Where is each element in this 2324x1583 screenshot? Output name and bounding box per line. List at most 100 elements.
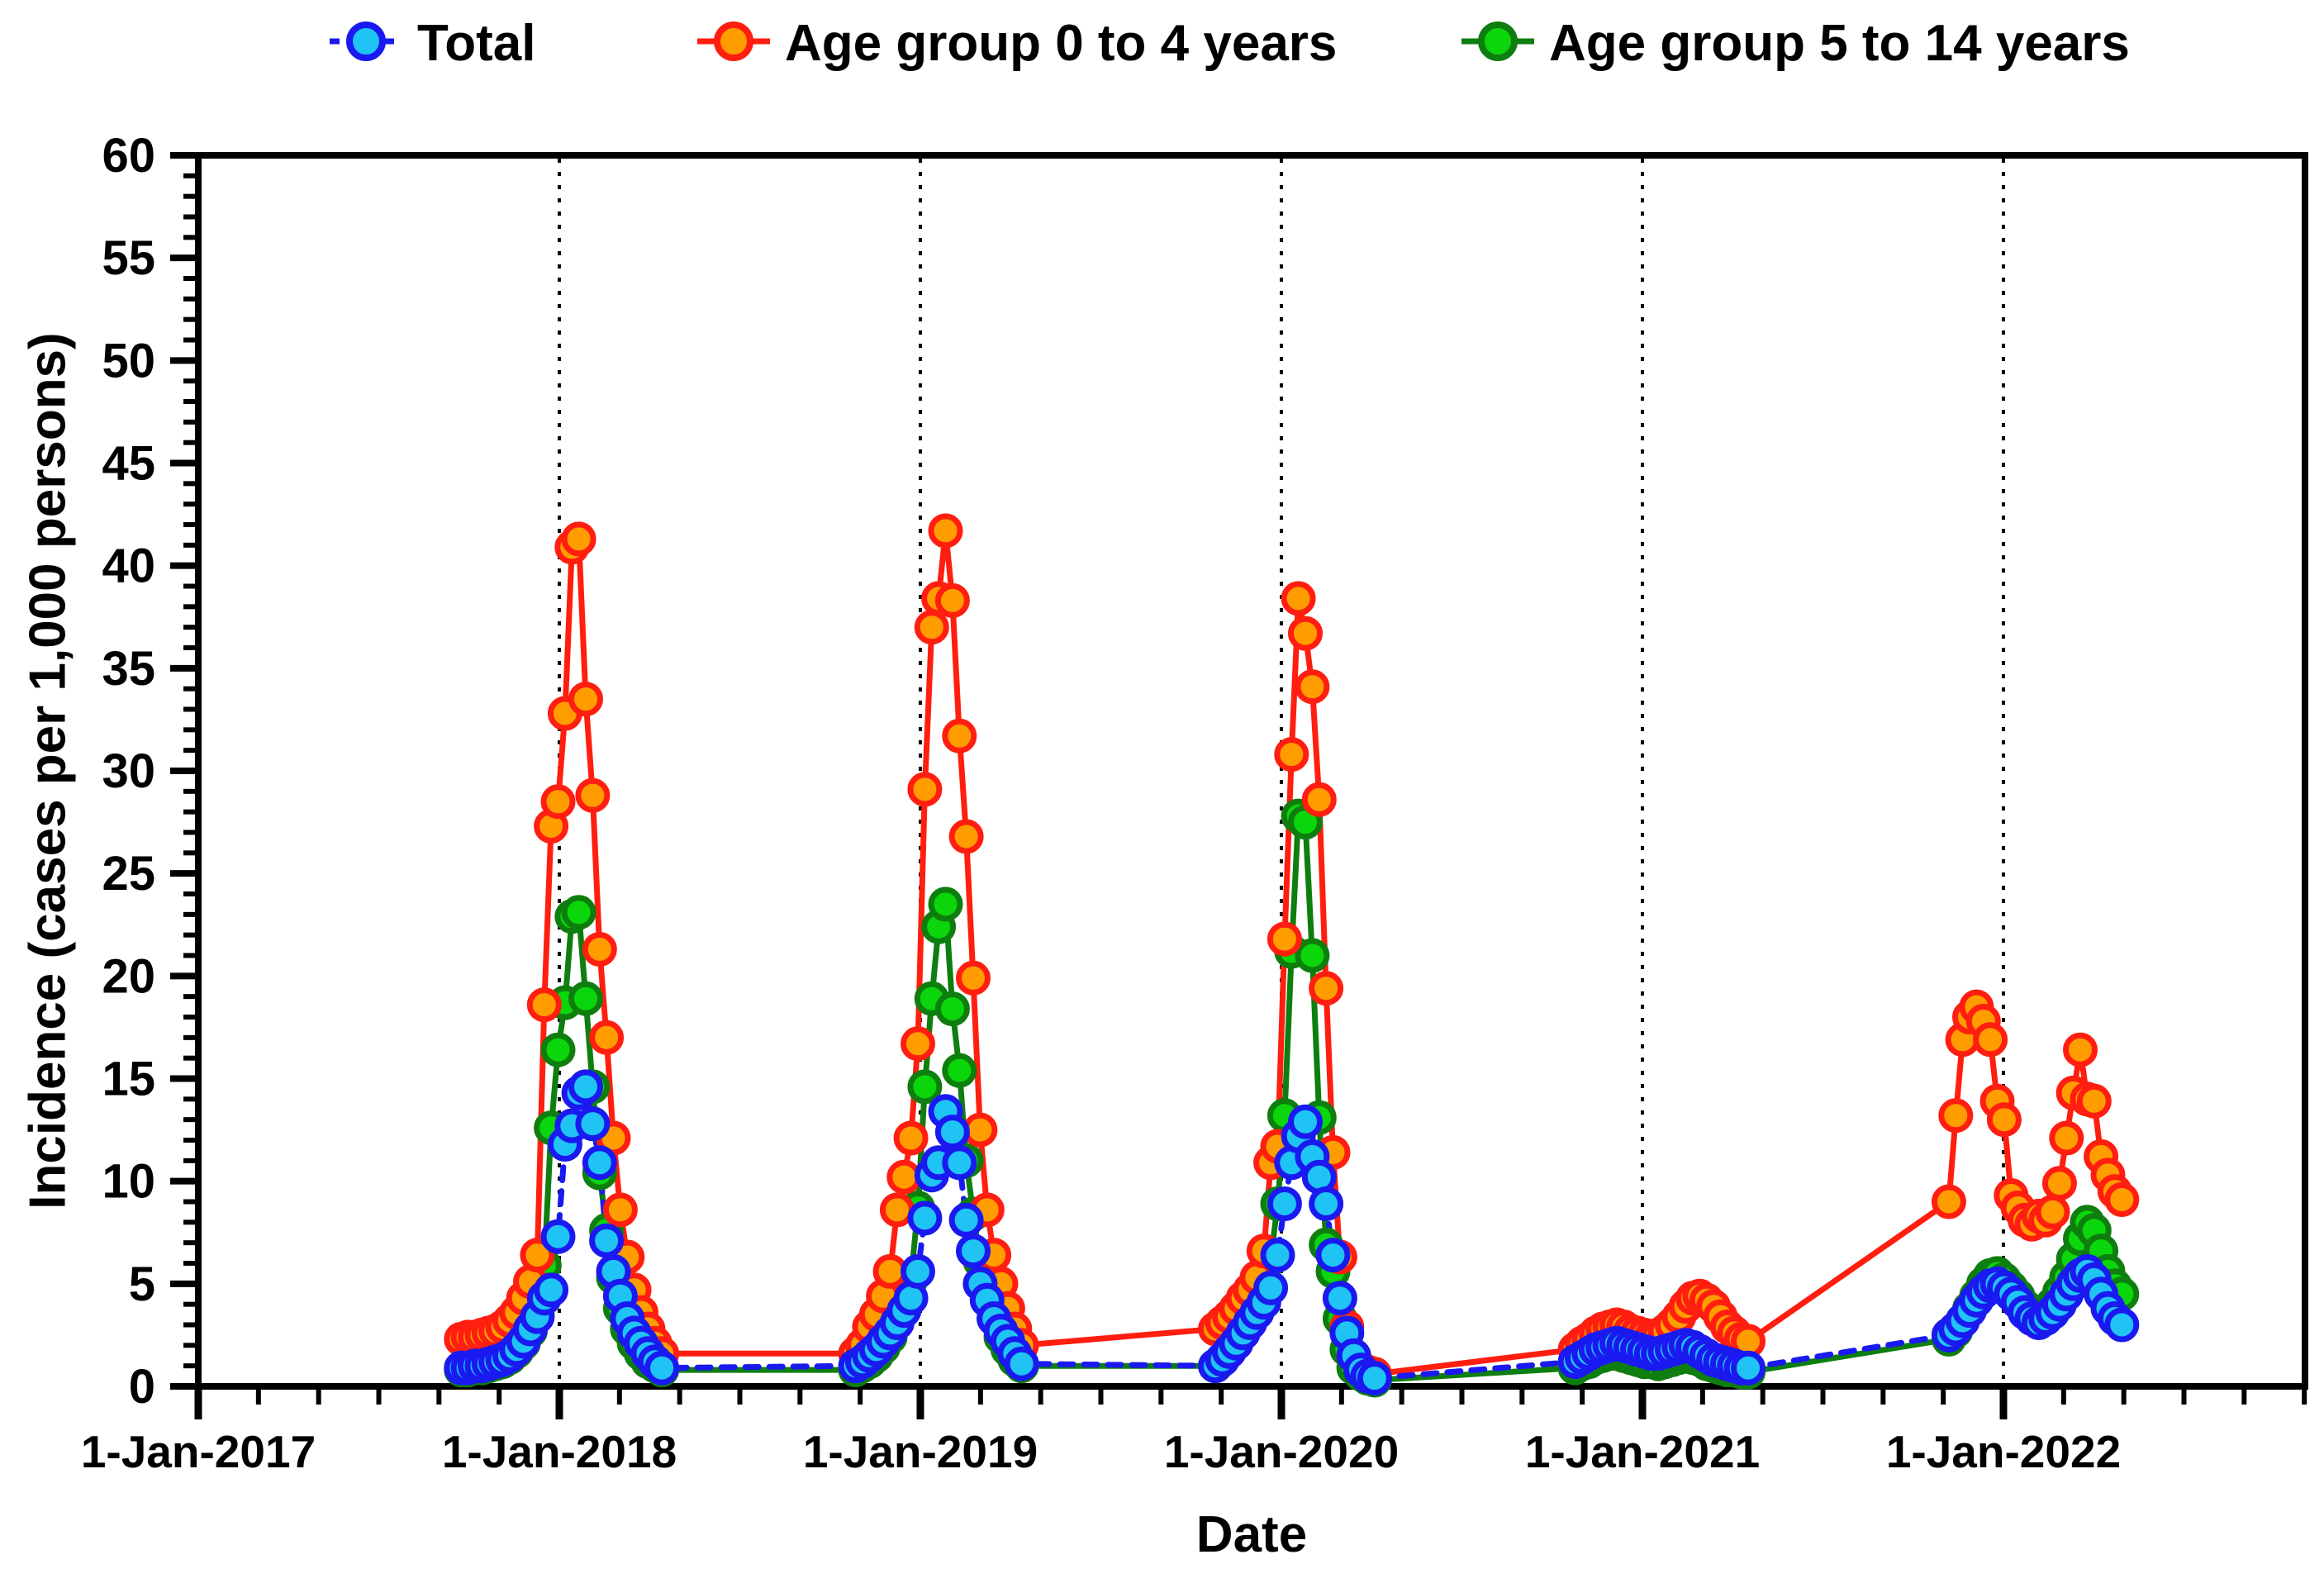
data-point-age-group-0-to-4-years <box>872 1253 908 1289</box>
data-point-age-group-5-to-14-years <box>1295 938 1330 973</box>
data-point-age-group-0-to-4-years <box>1281 581 1316 616</box>
x-tick-label-2019: 1-Jan-2019 <box>803 1426 1038 1477</box>
y-tick-label-5: 5 <box>129 1257 155 1311</box>
data-point-age-group-0-to-4-years <box>2041 1166 2077 1201</box>
data-point-total <box>956 1234 991 1269</box>
x-axis-title: Date <box>1195 1506 1308 1563</box>
data-point-age-group-5-to-14-years <box>561 895 596 930</box>
y-tick-label-10: 10 <box>102 1155 155 1209</box>
data-point-age-group-0-to-4-years <box>942 718 977 753</box>
y-tick-label-30: 30 <box>102 744 155 798</box>
data-point-age-group-0-to-4-years <box>589 1020 625 1055</box>
data-point-total <box>1731 1350 1766 1386</box>
data-point-age-group-5-to-14-years <box>540 1032 576 1067</box>
data-point-age-group-0-to-4-years <box>520 1238 555 1273</box>
y-tick-label-60: 60 <box>102 129 155 183</box>
data-point-age-group-0-to-4-years <box>928 513 963 549</box>
data-point-age-group-0-to-4-years <box>962 1112 998 1148</box>
data-point-total <box>1309 1186 1344 1221</box>
data-point-age-group-0-to-4-years <box>2035 1194 2070 1229</box>
legend-item-age-0-4: Age group 0 to 4 years <box>694 12 1337 75</box>
data-point-age-group-0-to-4-years <box>901 1026 935 1062</box>
legend-label-age-0-4: Age group 0 to 4 years <box>785 15 1338 72</box>
data-point-total <box>2104 1307 2140 1343</box>
x-tick-label-2018: 1-Jan-2018 <box>442 1426 677 1477</box>
x-tick-label-2017: 1-Jan-2017 <box>81 1426 316 1477</box>
data-point-total <box>1267 1186 1302 1221</box>
data-point-age-group-0-to-4-years <box>1301 782 1337 817</box>
data-point-age-group-0-to-4-years <box>602 1192 638 1228</box>
chart-legend: Total Age group 0 to 4 years Age group 5… <box>0 0 2324 91</box>
data-point-age-group-0-to-4-years <box>1309 971 1344 1006</box>
data-point-age-group-0-to-4-years <box>886 1159 922 1195</box>
data-point-total <box>1322 1281 1357 1316</box>
y-tick-label-55: 55 <box>102 231 155 285</box>
data-point-age-group-0-to-4-years <box>1288 616 1323 651</box>
y-tick-label-40: 40 <box>102 540 155 593</box>
data-point-total <box>540 1219 576 1254</box>
data-point-total <box>1315 1238 1351 1273</box>
data-point-age-group-0-to-4-years <box>2049 1120 2084 1156</box>
data-point-age-group-0-to-4-years <box>2076 1083 2112 1119</box>
data-point-total <box>1357 1361 1392 1396</box>
data-point-total <box>582 1145 617 1181</box>
data-point-total <box>1260 1238 1295 1273</box>
data-point-total <box>1288 1104 1323 1139</box>
x-tick-label-2022: 1-Jan-2022 <box>1886 1426 2121 1477</box>
data-point-age-group-0-to-4-years <box>1274 737 1309 772</box>
legend-item-age-5-14: Age group 5 to 14 years <box>1458 12 2130 75</box>
series-line-age-group-5-to-14-years <box>458 813 2125 1383</box>
data-point-age-group-5-to-14-years <box>934 991 970 1027</box>
data-point-age-group-0-to-4-years <box>1938 1098 1974 1134</box>
data-point-age-group-0-to-4-years <box>914 610 949 645</box>
data-point-total <box>1004 1346 1039 1381</box>
legend-item-total: Total <box>326 12 536 75</box>
y-tick-label-50: 50 <box>102 334 155 387</box>
data-point-age-group-0-to-4-years <box>1295 669 1330 705</box>
data-point-age-group-0-to-4-years <box>1973 1022 2008 1058</box>
data-point-total <box>942 1145 977 1181</box>
data-point-total <box>948 1202 984 1238</box>
data-point-age-group-0-to-4-years <box>934 582 970 618</box>
data-point-age-group-0-to-4-years <box>907 772 943 807</box>
data-point-age-group-0-to-4-years <box>879 1192 915 1228</box>
data-point-age-group-5-to-14-years <box>942 1053 977 1088</box>
y-tick-label-35: 35 <box>102 642 155 696</box>
y-tick-label-45: 45 <box>102 437 155 491</box>
age-0-4-series-marker-icon <box>694 12 773 75</box>
data-point-age-group-0-to-4-years <box>568 682 603 717</box>
data-point-age-group-0-to-4-years <box>2063 1032 2098 1067</box>
data-point-age-group-0-to-4-years <box>561 521 596 557</box>
data-point-age-group-0-to-4-years <box>540 784 576 820</box>
data-point-total <box>1253 1270 1289 1305</box>
data-point-age-group-0-to-4-years <box>1267 921 1302 957</box>
x-tick-label-2021: 1-Jan-2021 <box>1525 1426 1760 1477</box>
data-point-age-group-5-to-14-years <box>907 1069 943 1105</box>
y-tick-label-0: 0 <box>129 1360 155 1414</box>
data-point-total <box>907 1200 943 1236</box>
plot-frame <box>195 152 2308 1390</box>
y-tick-label-25: 25 <box>102 847 155 901</box>
data-point-age-group-0-to-4-years <box>956 960 991 996</box>
y-tick-label-20: 20 <box>102 949 155 1003</box>
data-point-age-group-0-to-4-years <box>2104 1182 2140 1217</box>
data-point-age-group-0-to-4-years <box>1931 1184 1966 1219</box>
y-axis-title: Incidence (cases per 1,000 persons) <box>19 332 77 1210</box>
legend-label-total: Total <box>417 15 536 72</box>
data-point-total <box>575 1106 611 1142</box>
age-5-14-series-marker-icon <box>1458 12 1537 75</box>
data-point-age-group-0-to-4-years <box>575 777 611 813</box>
total-series-marker-icon <box>326 12 406 75</box>
data-point-age-group-0-to-4-years <box>526 987 562 1023</box>
data-point-age-group-0-to-4-years <box>582 932 617 967</box>
data-point-total <box>568 1069 603 1105</box>
data-point-total <box>534 1272 569 1308</box>
data-point-age-group-0-to-4-years <box>1986 1102 2022 1138</box>
data-point-total <box>901 1253 935 1289</box>
legend-label-age-5-14: Age group 5 to 14 years <box>1549 15 2130 72</box>
x-tick-label-2020: 1-Jan-2020 <box>1164 1426 1399 1477</box>
data-point-age-group-0-to-4-years <box>893 1120 929 1156</box>
data-point-total <box>644 1350 680 1386</box>
data-point-total <box>589 1223 625 1258</box>
